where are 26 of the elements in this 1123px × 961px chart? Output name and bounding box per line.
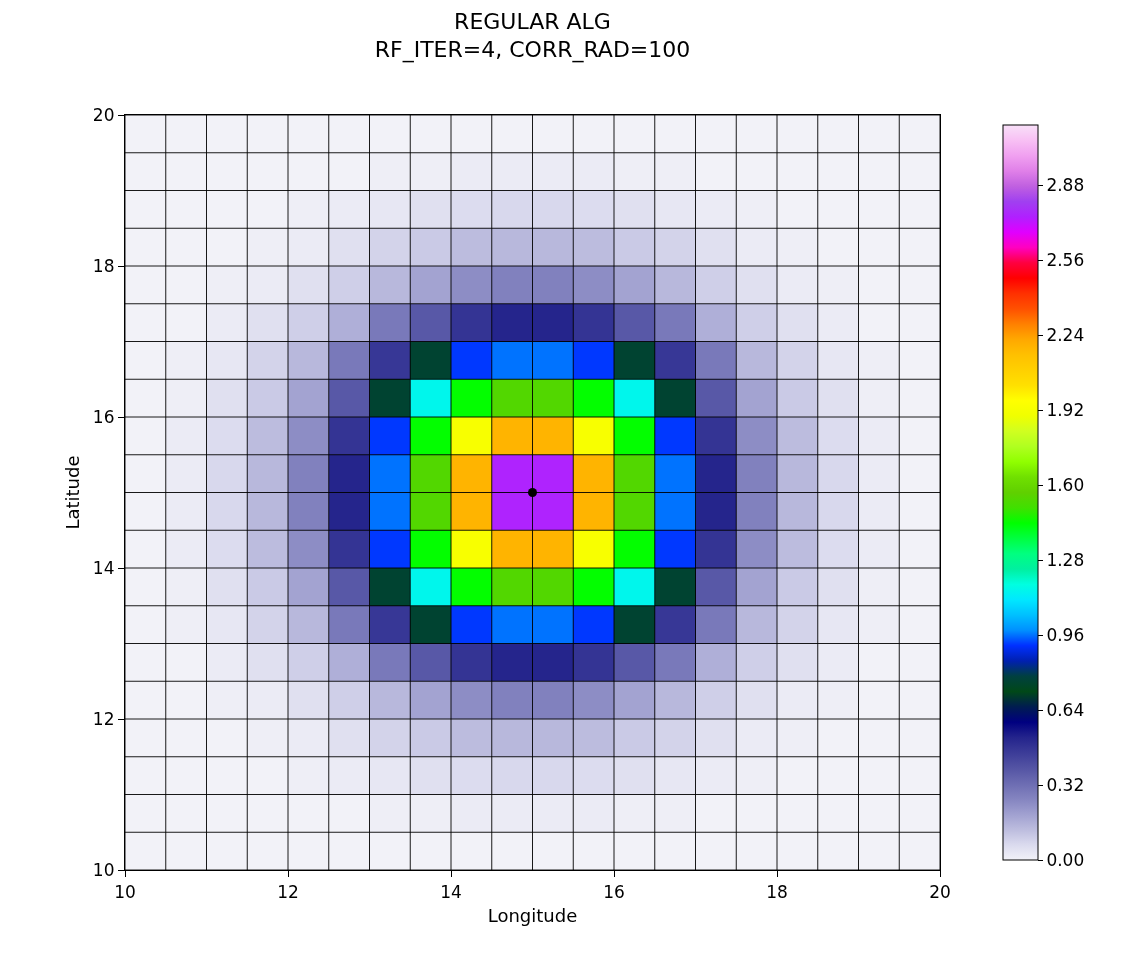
color-bar-label: 1.92 [1046,399,1085,420]
color-bar-label: 0.00 [1046,849,1085,870]
x-tick-label: 10 [114,881,136,902]
y-tick-label: 20 [92,104,115,125]
x-tick-label: 12 [277,881,299,902]
color-bar-label: 0.32 [1046,774,1085,795]
y-axis-title: Latitude [62,455,84,530]
x-tick-label: 16 [603,881,625,902]
y-tick-label: 18 [92,255,115,276]
color-bar-label: 0.64 [1046,699,1085,720]
x-tick-label: 14 [440,881,462,902]
color-bar-label: 1.28 [1046,549,1085,570]
y-tick-label: 12 [92,708,115,729]
color-bar-label: 2.88 [1046,174,1085,195]
chart-title: REGULAR ALG [454,8,611,34]
chart-subtitle: RF_ITER=4, CORR_RAD=100 [374,37,691,64]
x-tick-label: 18 [766,881,788,902]
color-bar-label: 0.96 [1046,624,1085,645]
y-tick-label: 10 [92,859,115,880]
color-bar-label: 1.60 [1046,474,1085,495]
color-bar-label: 2.56 [1046,249,1085,270]
y-tick-label: 14 [92,557,115,578]
y-tick-label: 16 [92,406,115,427]
x-axis-title: Longitude [487,904,578,926]
color-bar-label: 2.24 [1046,324,1085,345]
x-tick-label: 20 [929,881,951,902]
